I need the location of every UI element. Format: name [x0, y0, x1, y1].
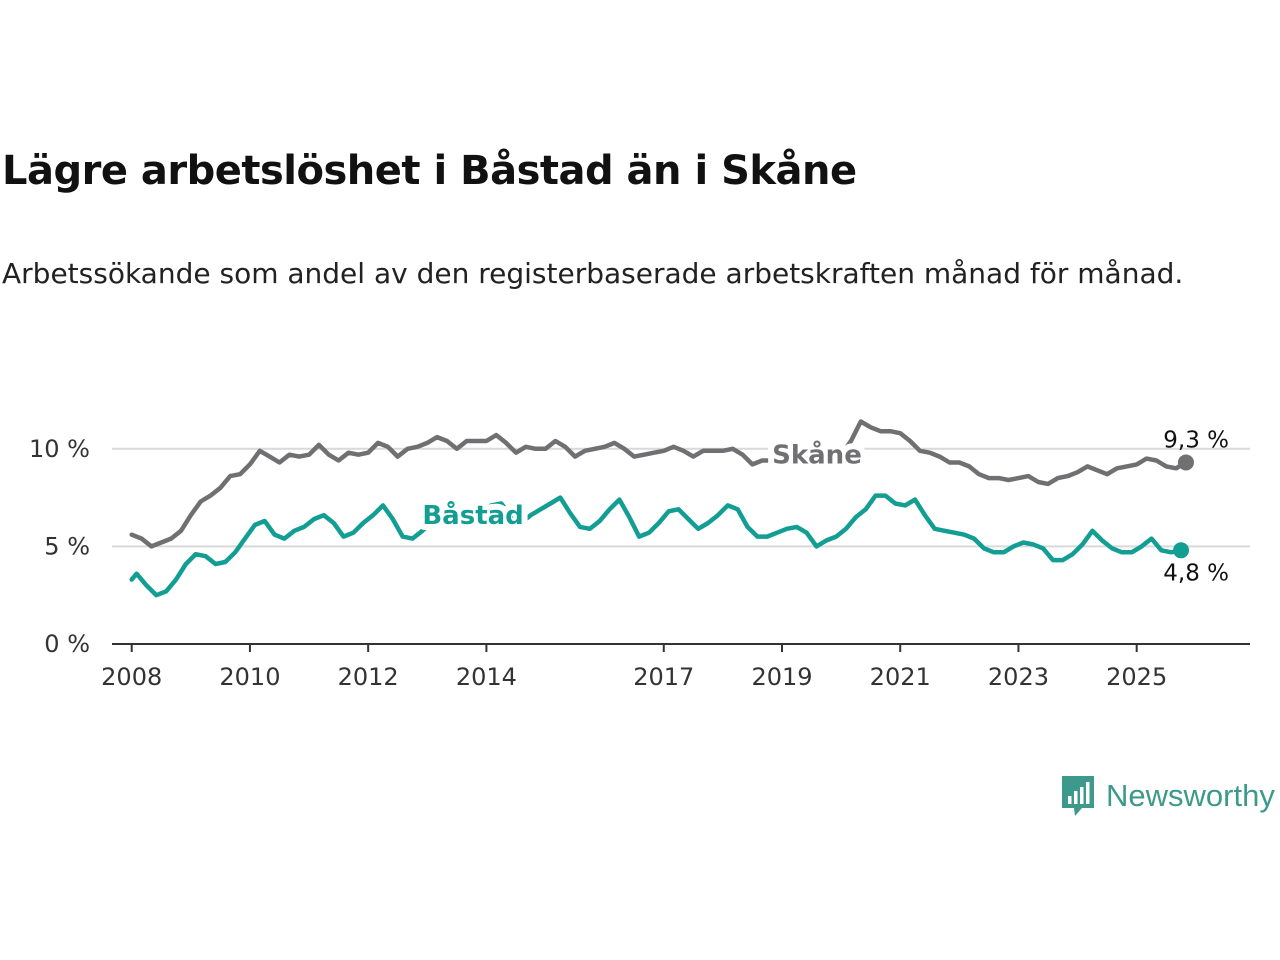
x-axis: 2008 2010 2012 2014 2017 2019 2021 2023 2025 — [101, 644, 1167, 691]
chart-subtitle: Arbetssökande som andel av den registerb… — [2, 257, 1184, 290]
series-name-bastad: Båstad — [422, 499, 523, 531]
newsworthy-logo-icon — [1062, 776, 1094, 816]
end-point-bastad — [1173, 542, 1190, 559]
newsworthy-logo-text: Newsworthy — [1106, 778, 1275, 813]
x-tick-label: 2021 — [870, 663, 931, 691]
end-label-skane: 9,3 % — [1163, 427, 1229, 453]
x-tick-label: 2010 — [219, 663, 280, 691]
x-tick-label: 2014 — [456, 663, 517, 691]
newsworthy-logo[interactable]: Newsworthy — [1060, 774, 1275, 818]
series-labels: 9,3 % 4,8 % Skåne Båstad — [416, 427, 1229, 586]
y-axis: 0 % 5 % 10 % — [29, 435, 90, 658]
series-name-skane: Skåne — [772, 439, 862, 471]
chart-title: Lägre arbetslöshet i Båstad än i Skåne — [2, 148, 857, 194]
series-line-skane — [129, 419, 1189, 549]
x-tick-label: 2012 — [338, 663, 399, 691]
y-tick-label: 0 % — [44, 630, 90, 658]
end-point-skane — [1177, 454, 1194, 471]
series — [129, 419, 1194, 598]
x-tick-label: 2017 — [633, 663, 694, 691]
series-line-bastad — [129, 493, 1184, 598]
line-chart: 0 %5 %10 % 2008 2010 2012 2014 2017 2019 2021 2… — [29, 419, 1250, 691]
x-tick-label: 2008 — [101, 663, 162, 691]
x-tick-label: 2019 — [751, 663, 812, 691]
end-label-bastad: 4,8 % — [1163, 560, 1229, 586]
y-tick-label: 5 % — [44, 532, 90, 560]
x-tick-label: 2023 — [988, 663, 1049, 691]
y-tick-label: 10 % — [29, 435, 90, 463]
x-tick-label: 2025 — [1106, 663, 1167, 691]
gridlines — [112, 447, 1250, 548]
